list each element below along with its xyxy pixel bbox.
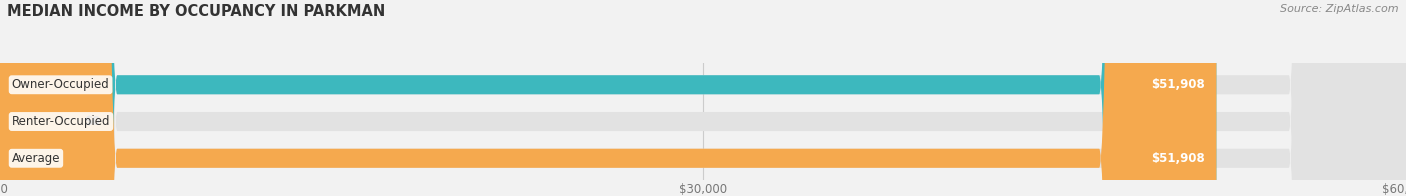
Text: Source: ZipAtlas.com: Source: ZipAtlas.com — [1281, 4, 1399, 14]
Text: $51,908: $51,908 — [1152, 78, 1205, 91]
Text: MEDIAN INCOME BY OCCUPANCY IN PARKMAN: MEDIAN INCOME BY OCCUPANCY IN PARKMAN — [7, 4, 385, 19]
Text: $0: $0 — [84, 115, 101, 128]
FancyBboxPatch shape — [0, 0, 1216, 196]
FancyBboxPatch shape — [0, 0, 70, 196]
FancyBboxPatch shape — [0, 0, 1216, 196]
Text: Owner-Occupied: Owner-Occupied — [11, 78, 110, 91]
Text: $51,908: $51,908 — [1152, 152, 1205, 165]
Text: Renter-Occupied: Renter-Occupied — [11, 115, 110, 128]
Text: Average: Average — [11, 152, 60, 165]
